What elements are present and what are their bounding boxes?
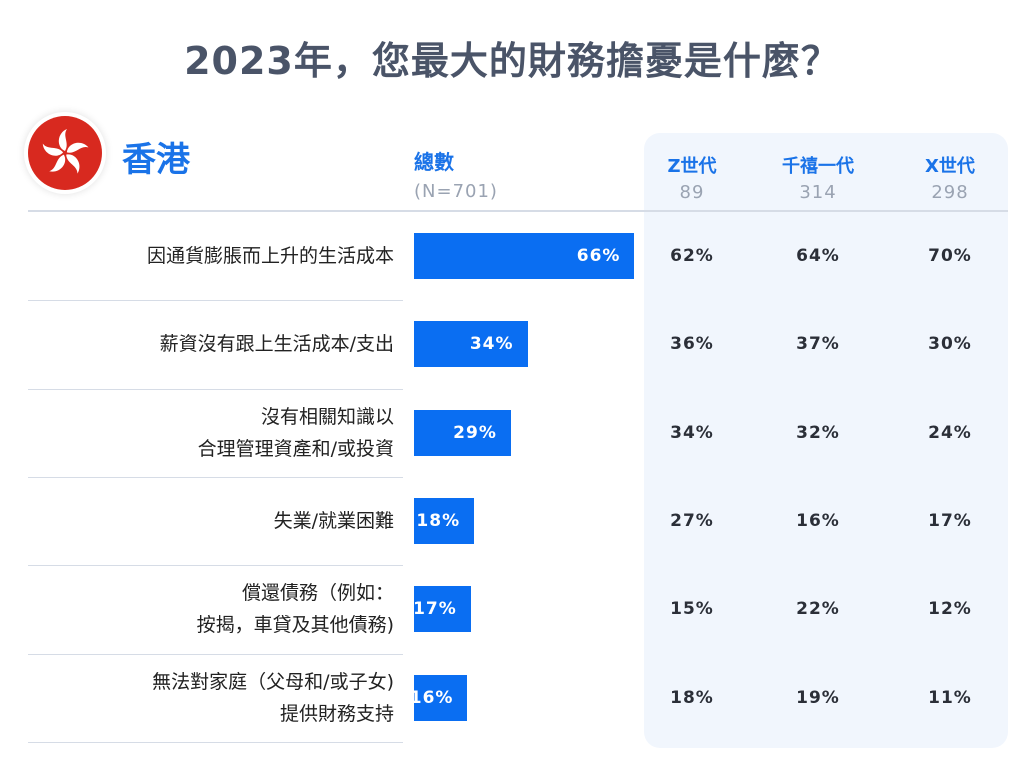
generation-value: 17% (928, 511, 972, 532)
generation-count: 298 (931, 182, 969, 203)
category-label: 無法對家庭（父母和/或子女) 提供財務支持 (152, 670, 394, 725)
generation-value: 22% (796, 599, 840, 620)
category-label: 沒有相關知識以 合理管理資產和/或投資 (197, 405, 394, 460)
total-bar: 29% (414, 409, 511, 456)
bar-value-label: 17% (413, 599, 457, 620)
generation-value: 32% (796, 422, 840, 443)
generation-value: 12% (928, 599, 972, 620)
generation-value: 34% (670, 422, 714, 443)
category-label: 償還債務（例如： 按揭，車貸及其他債務) (196, 582, 394, 637)
bar-value-label: 29% (453, 422, 497, 443)
generation-value: 19% (796, 687, 840, 708)
generation-count: 314 (799, 182, 837, 203)
category-label: 薪資沒有跟上生活成本/支出 (159, 333, 394, 356)
generation-value: 70% (928, 246, 972, 267)
total-bar: 66% (414, 233, 635, 280)
total-bar: 17% (413, 586, 471, 633)
generation-panel (644, 133, 1008, 748)
chart-title: 2023年，您最大的財務擔憂是什麼？ (184, 39, 840, 83)
generation-count: 89 (679, 182, 705, 203)
total-column-header: 總數 (414, 150, 454, 174)
row-divider (28, 565, 403, 567)
category-label: 失業/就業困難 (273, 510, 394, 533)
generation-value: 18% (670, 687, 714, 708)
category-label: 因通貨膨脹而上升的生活成本 (146, 245, 394, 268)
generation-value: 37% (796, 334, 840, 355)
generation-value: 24% (928, 422, 972, 443)
row-divider (28, 388, 403, 390)
row-divider (28, 476, 403, 478)
generation-value: 27% (670, 511, 714, 532)
total-bar: 16% (410, 674, 468, 721)
bar-value-label: 18% (416, 511, 461, 532)
header-divider (28, 210, 1008, 212)
total-bar: 34% (414, 321, 528, 368)
total-column-count: (N=701) (414, 181, 498, 202)
generation-header: 千禧一代 (782, 156, 854, 177)
hong-kong-flag-icon (28, 116, 102, 190)
total-bar: 18% (414, 498, 475, 545)
generation-value: 16% (796, 511, 840, 532)
row-divider (28, 653, 403, 655)
row-divider (28, 741, 403, 743)
generation-value: 62% (670, 246, 714, 267)
generation-value: 30% (928, 334, 972, 355)
bar-value-label: 16% (409, 687, 454, 708)
generation-value: 36% (670, 334, 714, 355)
row-divider (28, 300, 403, 302)
generation-header: X世代 (925, 156, 975, 177)
generation-value: 15% (670, 599, 714, 620)
region-label: 香港 (122, 140, 190, 180)
generation-value: 64% (796, 246, 840, 267)
bar-value-label: 66% (576, 246, 621, 267)
bar-value-label: 34% (469, 334, 514, 355)
generation-value: 11% (928, 687, 972, 708)
generation-header: Z世代 (667, 156, 717, 177)
